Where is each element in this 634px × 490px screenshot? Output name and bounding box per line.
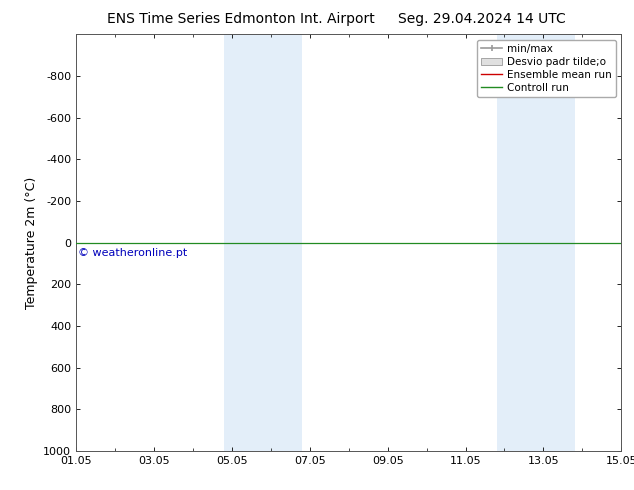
Bar xyxy=(496,34,574,451)
Bar xyxy=(263,34,302,451)
Y-axis label: Temperature 2m (°C): Temperature 2m (°C) xyxy=(25,176,37,309)
Text: ENS Time Series Edmonton Int. Airport: ENS Time Series Edmonton Int. Airport xyxy=(107,12,375,26)
Text: © weatheronline.pt: © weatheronline.pt xyxy=(78,248,187,258)
Bar xyxy=(224,34,263,451)
Legend: min/max, Desvio padr tilde;o, Ensemble mean run, Controll run: min/max, Desvio padr tilde;o, Ensemble m… xyxy=(477,40,616,97)
Text: Seg. 29.04.2024 14 UTC: Seg. 29.04.2024 14 UTC xyxy=(398,12,566,26)
